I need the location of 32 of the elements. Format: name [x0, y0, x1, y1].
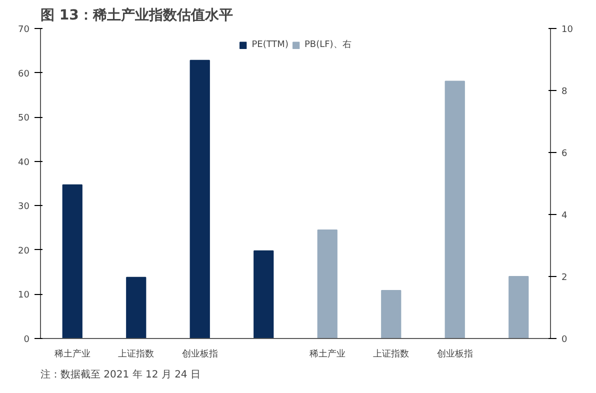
bar: [62, 184, 82, 338]
y-tick-label: 50: [18, 114, 30, 124]
x-tick-label: 上证指数: [118, 348, 154, 360]
bar: [126, 276, 146, 338]
y2-tick-label: 0: [562, 335, 568, 345]
x-tick-label: 创业板指: [436, 348, 473, 360]
y-tick-label: 30: [18, 202, 30, 212]
x-tick-label: 上证指数: [373, 348, 410, 360]
y-tick-label: 40: [18, 158, 30, 168]
legend-label: PB(LF)、右: [304, 38, 352, 51]
y-tick-label: 0: [24, 335, 30, 345]
x-tick-label: 创业板指: [182, 348, 218, 360]
text: 注：数据截至 2021 年 12 月 24 日: [40, 368, 200, 380]
bar: [254, 250, 274, 338]
bar: [444, 80, 465, 338]
x-tick-label: 稀土产业: [309, 348, 346, 360]
chart-title: 图 13：稀土产业指数估值水平: [40, 6, 233, 24]
legend-label: PE(TTM): [252, 40, 288, 50]
y2-tick-label: 6: [562, 149, 568, 159]
y2-tick-label: 8: [562, 87, 568, 97]
bar: [508, 276, 529, 338]
y-tick-label: 60: [18, 69, 30, 80]
y-tick-label: 20: [18, 246, 30, 256]
y2-tick-label: 4: [562, 211, 568, 221]
x-tick-label: 稀土产业: [54, 348, 90, 360]
y-tick-label: 10: [18, 290, 30, 301]
bar: [190, 60, 210, 338]
bar: [381, 290, 402, 338]
y2-tick-label: 10: [562, 25, 574, 35]
y-tick-label: 70: [18, 25, 30, 35]
y2-tick-label: 2: [562, 273, 568, 283]
bar: [317, 230, 338, 338]
